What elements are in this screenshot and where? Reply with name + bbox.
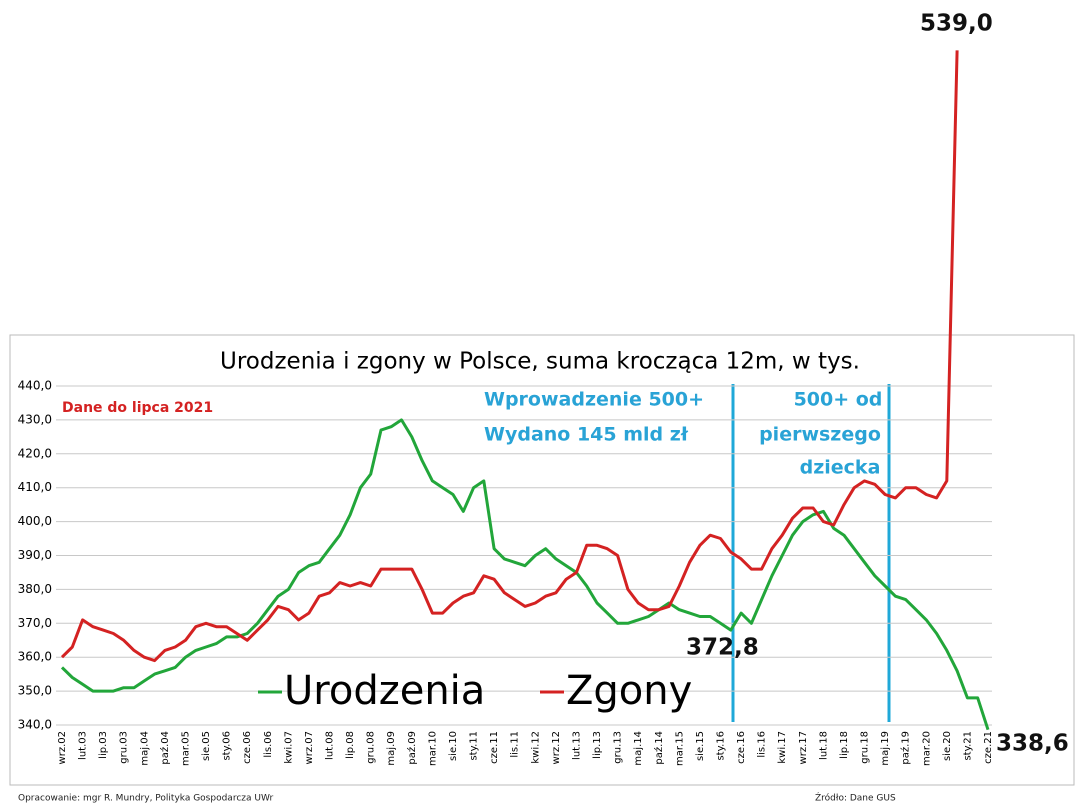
legend-label: Zgony [566,668,692,714]
x-tick-label: kwi.12 [530,731,541,764]
x-tick-label: mar.15 [674,731,685,766]
x-tick-label: wrz.17 [798,731,809,764]
y-tick-label: 410,0 [18,480,52,494]
series-line [60,50,959,663]
x-tick-label: sie.15 [695,731,706,761]
x-tick-label: lip.08 [345,731,356,759]
footer: Źródło: Dane GUS [815,792,896,804]
x-tick-label: maj.04 [139,731,150,766]
x-tick-label: paź.19 [900,731,912,765]
x-tick-label: gru.18 [860,731,871,764]
x-tick-label: gru.08 [366,731,377,764]
y-tick-label: 420,0 [18,446,52,460]
x-tick-label: wrz.02 [57,731,68,764]
x-tick-label: lip.03 [98,731,109,759]
annotation: dziecka [800,457,881,479]
y-tick-label: 360,0 [18,650,52,664]
x-tick-label: mar.10 [427,731,438,766]
x-tick-label: lis.06 [263,731,274,758]
x-tick-label: kwi.17 [777,731,788,764]
x-tick-label: lut.03 [78,731,89,760]
annotation: pierwszego [759,424,881,446]
x-tick-label: paź.04 [159,731,171,765]
x-tick-label: lis.16 [757,731,768,758]
x-tick-label: cze.06 [242,731,253,764]
y-tick-label: 370,0 [18,616,52,630]
x-tick-label: mar.20 [921,731,932,766]
x-tick-label: maj.09 [386,731,397,766]
y-tick-label: 350,0 [18,684,52,698]
y-tick-label: 440,0 [18,379,52,393]
x-tick-label: kwi.07 [283,731,294,764]
x-tick-label: sty.21 [962,731,973,761]
chart-title: Urodzenia i zgony w Polsce, suma krocząc… [220,349,860,375]
x-tick-label: sie.05 [201,731,212,761]
x-tick-label: wrz.07 [304,731,315,764]
x-tick-label: lut.08 [325,731,336,760]
y-tick-label: 390,0 [18,548,52,562]
x-tick-label: paź.09 [406,731,418,765]
y-tick-label: 340,0 [18,718,52,732]
y-tick-label: 400,0 [18,514,52,528]
x-tick-label: cze.11 [489,731,500,764]
annotation: 500+ od [794,389,883,411]
legend-label: Urodzenia [284,668,485,714]
x-tick-label: sie.20 [942,731,953,761]
x-tick-label: gru.03 [119,731,130,764]
annotation: Wydano 145 mld zł [484,424,689,446]
x-tick-label: paź.14 [653,731,665,765]
x-tick-label: mar.05 [180,731,191,766]
annotation: 539,0 [920,11,993,37]
x-tick-label: lip.13 [592,731,603,759]
annotation: 372,8 [686,635,759,661]
x-tick-label: lut.18 [818,731,829,760]
x-tick-label: wrz.12 [551,731,562,764]
x-tick-label: sty.11 [469,731,480,761]
x-tick-label: cze.21 [983,731,994,764]
footer: Opracowanie: mgr R. Mundry, Polityka Gos… [18,794,273,804]
series-line [60,418,990,731]
annotation: 338,6 [996,731,1069,757]
x-tick-label: sty.06 [222,731,233,761]
x-tick-label: maj.19 [880,731,891,766]
annotation: Wprowadzenie 500+ [484,389,704,411]
x-tick-label: lip.18 [839,731,850,759]
x-tick-label: cze.16 [736,731,747,764]
y-tick-label: 380,0 [18,582,52,596]
chart-frame [9,334,1075,786]
x-tick-label: sty.16 [715,731,726,761]
x-tick-label: lis.11 [510,731,521,758]
x-tick-label: sie.10 [448,731,459,761]
y-tick-label: 430,0 [18,412,52,426]
x-tick-label: gru.13 [613,731,624,764]
x-tick-label: maj.14 [633,731,644,766]
x-tick-label: lut.13 [571,731,582,760]
annotation: Dane do lipca 2021 [62,400,213,416]
